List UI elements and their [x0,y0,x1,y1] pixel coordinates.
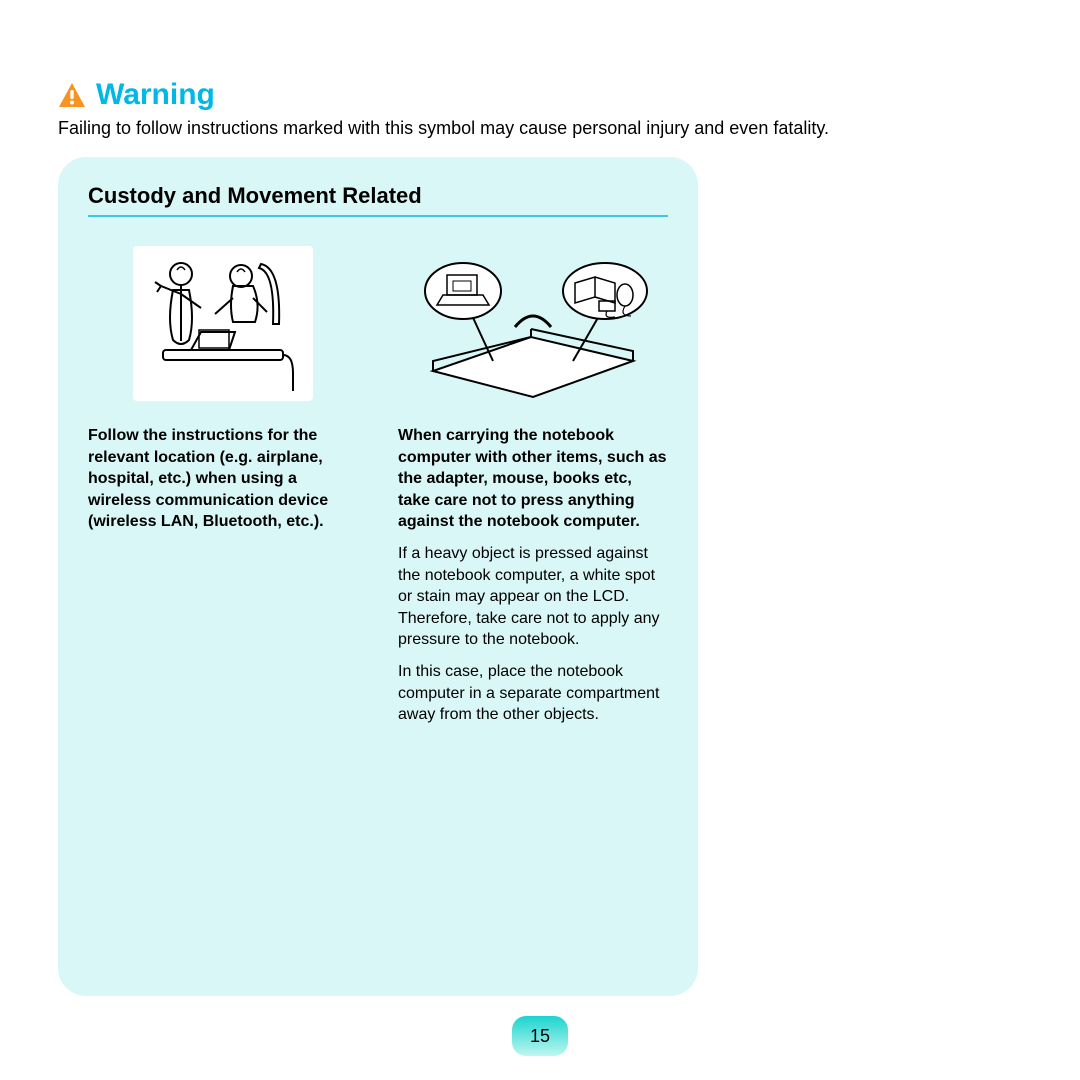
column-heading: When carrying the notebook computer with… [398,425,668,533]
illustration-people [88,251,358,401]
warning-title: Warning [96,78,215,112]
column-paragraph: If a heavy object is pressed against the… [398,543,668,651]
page-number: 15 [530,1026,550,1047]
columns: Follow the instructions for the relevant… [88,251,668,736]
column-left: Follow the instructions for the relevant… [88,251,358,736]
column-paragraph: In this case, place the notebook compute… [398,661,668,726]
column-right: When carrying the notebook computer with… [398,251,668,736]
page-number-badge: 15 [512,1016,568,1056]
document-page: Warning Failing to follow instructions m… [0,0,1080,996]
page-number-container: 15 [0,1016,1080,1056]
warning-triangle-icon [58,82,86,108]
column-heading: Follow the instructions for the relevant… [88,425,358,533]
info-panel: Custody and Movement Related [58,157,698,996]
illustration-briefcase [398,251,668,401]
warning-subtitle: Failing to follow instructions marked wi… [58,118,1022,139]
warning-header: Warning [58,78,1022,112]
section-title: Custody and Movement Related [88,183,668,217]
